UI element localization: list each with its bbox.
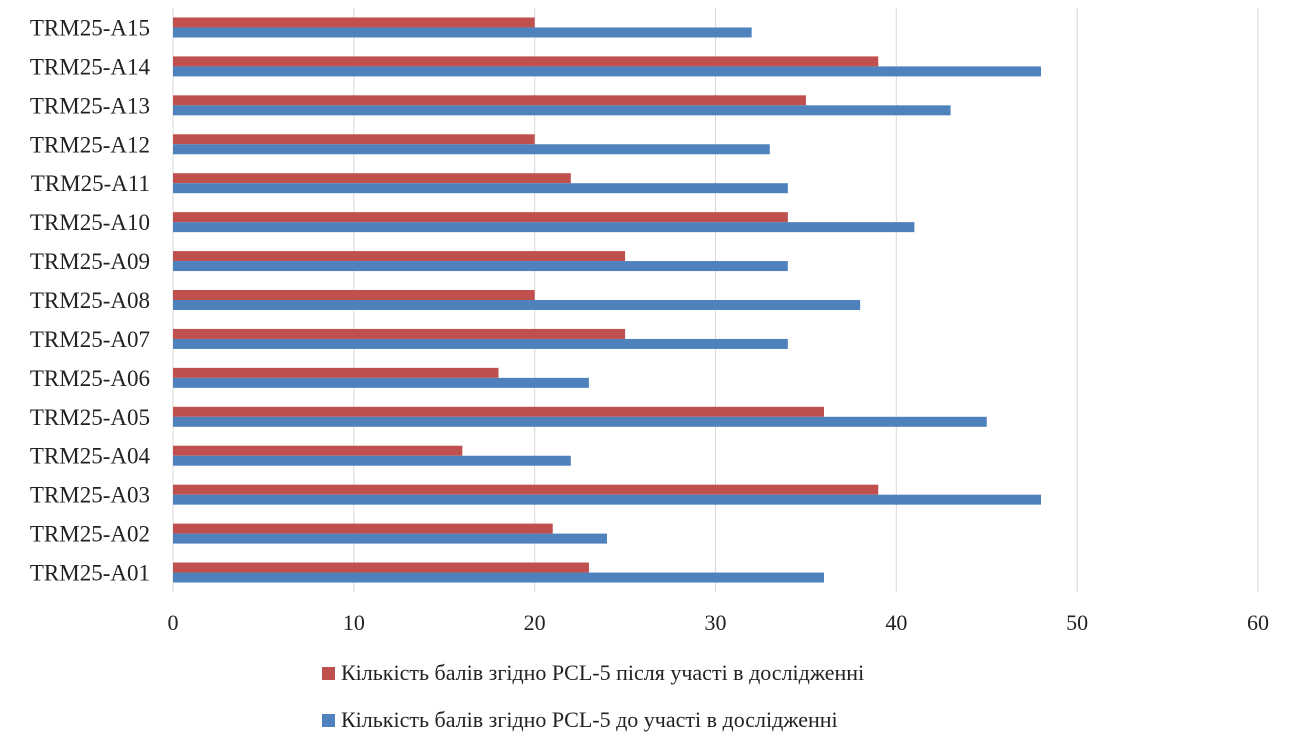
x-tick-label-10: 10 (343, 610, 365, 635)
bar-before (173, 105, 951, 116)
category-label: TRM25-A06 (30, 366, 150, 391)
category-label: TRM25-A09 (30, 249, 150, 274)
bar-after (173, 523, 553, 534)
legend-swatch-before (322, 713, 335, 727)
x-tick-label-0: 0 (168, 610, 179, 635)
bar-before (173, 183, 788, 194)
category-label: TRM25-A08 (30, 288, 150, 313)
category-label: TRM25-A15 (30, 15, 150, 40)
legend-swatch-after (322, 666, 335, 680)
bar-before (173, 533, 607, 544)
bar-before (173, 144, 770, 155)
bar-before (173, 300, 861, 310)
legend-label-before: Кількість балів згідно PCL-5 до участі в… (341, 707, 838, 732)
category-label: TRM25-A11 (31, 171, 150, 196)
bar-after (173, 445, 463, 456)
bar-before (173, 416, 987, 427)
x-tick-label-50: 50 (1066, 610, 1088, 635)
category-label: TRM25-A02 (30, 522, 150, 547)
bar-after (173, 56, 879, 67)
bar-before (173, 338, 788, 349)
bar-after (173, 484, 879, 495)
bar-before (173, 27, 752, 38)
bar-after (173, 17, 535, 28)
category-label: TRM25-A07 (30, 327, 150, 352)
bar-after (173, 134, 535, 145)
legend-item-before: Кількість балів згідно PCL-5 до участі в… (322, 707, 838, 733)
bar-before (173, 572, 824, 583)
category-label: TRM25-A13 (30, 93, 150, 118)
category-label: TRM25-A14 (30, 54, 151, 79)
category-label: TRM25-A04 (30, 444, 151, 469)
legend-item-after: Кількість балів згідно PCL-5 після участ… (322, 660, 864, 686)
x-tick-label-20: 20 (524, 610, 546, 635)
bar-before (173, 261, 788, 272)
category-label: TRM25-A03 (30, 483, 150, 508)
category-label: TRM25-A12 (30, 132, 150, 157)
bar-after (173, 328, 626, 339)
bar-before (173, 377, 589, 388)
x-tick-label-60: 60 (1247, 610, 1269, 635)
bar-before (173, 455, 571, 466)
category-label: TRM25-A10 (30, 210, 150, 235)
bar-after (173, 290, 535, 300)
bar-after (173, 212, 788, 223)
bar-after (173, 173, 571, 184)
bar-before (173, 222, 915, 233)
bar-after (173, 562, 589, 573)
bar-after (173, 406, 824, 417)
bar-chart-plot: 0 10 20 30 40 50 60 TRM25-A01 TRM25-A02 TRM25-A03… (30, 8, 1269, 635)
bar-before (173, 66, 1041, 77)
bar-after (173, 95, 806, 106)
x-tick-label-40: 40 (885, 610, 907, 635)
category-label: TRM25-A05 (30, 405, 150, 430)
category-label: TRM25-A01 (30, 561, 150, 586)
bar-after (173, 251, 626, 262)
bar-after (173, 367, 499, 378)
legend-label-after: Кількість балів згідно PCL-5 після участ… (341, 660, 865, 685)
bar-before (173, 494, 1041, 505)
x-tick-label-30: 30 (705, 610, 727, 635)
